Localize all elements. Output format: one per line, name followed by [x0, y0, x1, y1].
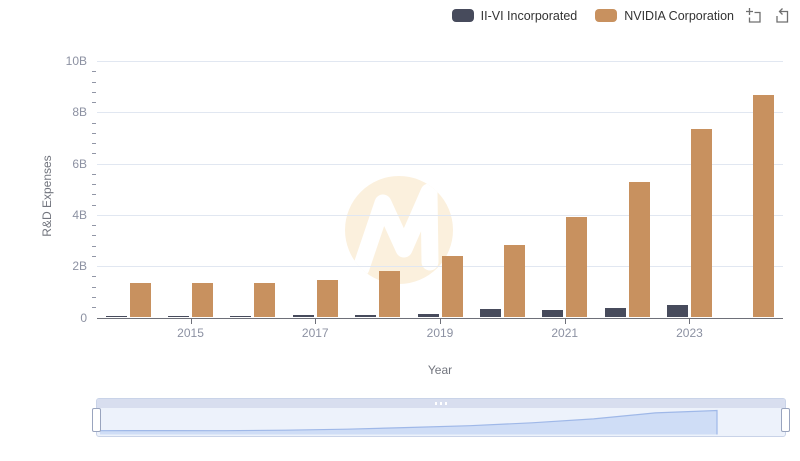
y-axis-tick-label: 2B — [72, 259, 87, 274]
datazoom-slider[interactable] — [92, 398, 790, 437]
bar-ii-vi-incorporated-2015[interactable] — [168, 316, 190, 318]
legend: II-VI Incorporated NVIDIA Corporation — [451, 7, 790, 24]
datazoom-left-handle[interactable] — [92, 408, 101, 432]
x-axis-tick — [564, 318, 566, 324]
y-axis-tick-label: 0 — [80, 310, 87, 325]
y-axis-minor-tick — [92, 307, 96, 309]
y-gridline — [97, 112, 783, 114]
x-axis-tick-label: 2021 — [551, 325, 579, 340]
y-axis-minor-tick — [92, 245, 96, 247]
bar-ii-vi-incorporated-2019[interactable] — [417, 313, 439, 318]
y-axis-minor-tick — [92, 296, 96, 298]
legend-label-nvidia: NVIDIA Corporation — [624, 8, 734, 23]
bar-nvidia-corporation-2020[interactable] — [503, 244, 525, 318]
bar-ii-vi-incorporated-2022[interactable] — [604, 308, 626, 318]
y-axis-minor-tick — [92, 122, 96, 124]
legend-swatch-ii-vi — [451, 9, 474, 22]
x-axis-tick — [315, 318, 317, 324]
y-axis-minor-tick — [92, 132, 96, 134]
x-axis-tick — [689, 318, 691, 324]
y-axis-minor-tick — [92, 143, 96, 145]
bar-nvidia-corporation-2022[interactable] — [628, 182, 650, 318]
datazoom-grip-icon — [435, 402, 447, 405]
legend-label-ii-vi: II-VI Incorporated — [480, 8, 578, 23]
bar-ii-vi-incorporated-2020[interactable] — [479, 308, 501, 318]
datazoom-shadow-chart — [99, 409, 718, 435]
y-axis-minor-tick — [92, 194, 96, 196]
x-axis-line — [97, 317, 783, 319]
legend-item-ii-vi[interactable]: II-VI Incorporated — [451, 8, 578, 24]
y-axis-title: R&D Expenses — [40, 155, 54, 237]
legend-swatch-nvidia — [595, 9, 618, 22]
y-axis-tick-label: 6B — [72, 156, 87, 171]
bar-ii-vi-incorporated-2021[interactable] — [542, 309, 564, 318]
datazoom-right-handle[interactable] — [781, 408, 790, 432]
bar-nvidia-corporation-2017[interactable] — [316, 280, 338, 318]
y-axis-minor-tick — [92, 71, 96, 73]
y-axis-tick-label: 10B — [65, 54, 87, 68]
bar-nvidia-corporation-2023[interactable] — [690, 129, 712, 318]
bar-nvidia-corporation-2016[interactable] — [254, 283, 276, 318]
x-axis-tick — [440, 318, 441, 324]
data-zoom-select-icon[interactable] — [745, 7, 762, 24]
y-axis-minor-tick — [92, 286, 96, 288]
bar-nvidia-corporation-2021[interactable] — [566, 216, 588, 318]
y-axis-minor-tick — [92, 102, 96, 104]
y-axis-minor-tick — [92, 81, 96, 83]
y-gridline — [97, 214, 783, 216]
x-axis-tick-label: 2019 — [426, 325, 454, 340]
y-axis-minor-tick — [92, 204, 96, 206]
zoom-restore-icon[interactable] — [773, 7, 790, 24]
y-axis-minor-tick — [92, 184, 96, 186]
y-axis-minor-tick — [92, 225, 96, 227]
x-axis-tick — [190, 318, 192, 324]
y-axis-minor-tick — [92, 276, 96, 278]
datazoom-move-handle[interactable] — [97, 399, 785, 408]
bar-nvidia-corporation-2024[interactable] — [753, 94, 775, 318]
y-axis-tick-label: 4B — [72, 207, 87, 222]
bar-ii-vi-incorporated-2018[interactable] — [355, 314, 377, 318]
y-axis-tick-label: 8B — [72, 105, 87, 120]
y-gridline — [97, 266, 783, 268]
x-axis-title: Year — [427, 363, 453, 377]
bar-nvidia-corporation-2019[interactable] — [441, 256, 463, 318]
bar-ii-vi-incorporated-2017[interactable] — [292, 315, 314, 318]
bar-ii-vi-incorporated-2016[interactable] — [230, 315, 252, 318]
y-axis-minor-tick — [92, 255, 96, 257]
y-axis-minor-tick — [92, 153, 96, 155]
y-gridline — [97, 163, 783, 165]
y-gridline — [97, 61, 783, 62]
y-axis-minor-tick — [92, 173, 96, 175]
y-axis-minor-tick — [92, 235, 96, 237]
legend-item-nvidia[interactable]: NVIDIA Corporation — [595, 8, 734, 24]
bar-nvidia-corporation-2015[interactable] — [192, 282, 214, 318]
x-axis-tick-label: 2015 — [177, 325, 204, 340]
x-axis-tick-label: 2023 — [676, 325, 703, 340]
x-axis-tick-label: 2017 — [301, 325, 329, 340]
bar-ii-vi-incorporated-2014[interactable] — [105, 316, 127, 318]
bar-nvidia-corporation-2014[interactable] — [129, 283, 151, 318]
bar-nvidia-corporation-2018[interactable] — [379, 271, 401, 318]
bar-ii-vi-incorporated-2023[interactable] — [666, 305, 688, 318]
y-axis-minor-tick — [92, 91, 96, 93]
